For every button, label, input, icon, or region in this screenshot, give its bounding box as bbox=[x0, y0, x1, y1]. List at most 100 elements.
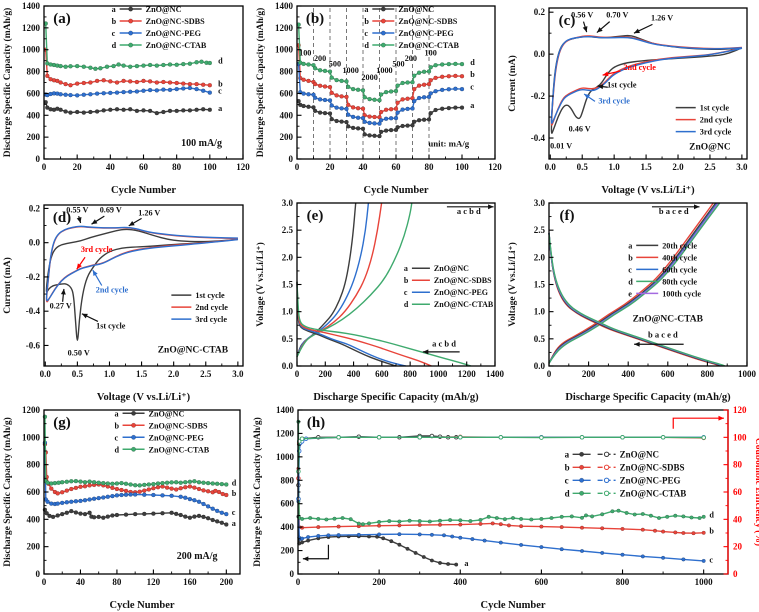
data-point bbox=[154, 110, 160, 116]
data-point bbox=[127, 79, 133, 84]
data-point bbox=[192, 514, 197, 519]
data-point bbox=[317, 110, 323, 115]
data-point bbox=[360, 88, 366, 93]
x-tick-label: 800 bbox=[403, 369, 417, 379]
data-point bbox=[187, 61, 193, 66]
data-point bbox=[350, 86, 356, 92]
data-point-open bbox=[660, 435, 666, 440]
data-point bbox=[105, 481, 111, 486]
data-point bbox=[345, 124, 351, 129]
annotation-text: 3rd cycle bbox=[81, 245, 113, 254]
y-tick-label: 0.0 bbox=[282, 361, 294, 371]
data-point bbox=[142, 511, 147, 517]
data-point bbox=[82, 479, 88, 485]
data-point bbox=[383, 89, 389, 95]
annotation-arrowhead bbox=[597, 84, 604, 90]
data-point bbox=[210, 517, 215, 523]
data-point bbox=[63, 109, 68, 114]
data-point bbox=[82, 484, 88, 489]
data-point bbox=[468, 519, 473, 524]
legend-label: 20th cycle bbox=[662, 241, 697, 250]
data-point bbox=[174, 80, 179, 86]
data-point bbox=[194, 81, 199, 87]
annotation-arrowhead bbox=[634, 341, 640, 347]
data-point bbox=[405, 80, 410, 85]
x-tick-label: 400 bbox=[621, 369, 635, 379]
legend-label: 40th cycle bbox=[662, 253, 697, 262]
legend-label: 60th cycle bbox=[662, 265, 697, 274]
data-point bbox=[448, 518, 453, 523]
x-tick-label: 800 bbox=[616, 577, 630, 587]
x-tick-label: 2.5 bbox=[704, 162, 716, 172]
data-point bbox=[181, 86, 186, 91]
legend-label: ZnO@NC bbox=[146, 5, 182, 14]
data-point bbox=[421, 69, 427, 75]
data-point bbox=[214, 519, 220, 524]
annotation-text: a c b d bbox=[457, 206, 481, 216]
y-tick-label: 0.2 bbox=[29, 203, 41, 213]
data-point bbox=[549, 515, 554, 521]
data-point bbox=[146, 482, 152, 487]
data-point bbox=[121, 107, 126, 113]
data-point bbox=[539, 516, 544, 521]
panel-e: 0 200 400 600 800 1000 1200 1400 0.0 0.5 1.0 1.5 2.0… bbox=[255, 198, 505, 403]
legend-letter: d bbox=[628, 277, 633, 286]
annotation-arrowhead bbox=[596, 27, 603, 33]
plot-border bbox=[548, 7, 748, 160]
annotation-text: b bbox=[709, 527, 714, 536]
y-tick-label: 1000 bbox=[276, 452, 295, 462]
x-tick-label: 0.0 bbox=[545, 162, 557, 172]
data-point bbox=[410, 106, 415, 111]
y-tick-label: 1000 bbox=[22, 432, 41, 442]
data-point bbox=[58, 80, 63, 85]
data-point bbox=[366, 521, 372, 526]
data-point bbox=[306, 92, 311, 97]
data-point bbox=[306, 535, 311, 540]
data-point bbox=[377, 133, 382, 139]
legend-label: ZnO@NC-SDBS bbox=[398, 17, 457, 26]
data-point bbox=[91, 479, 97, 485]
annotation-text: 2nd cycle bbox=[623, 63, 656, 72]
x-tick-label: 2.0 bbox=[168, 369, 180, 379]
annotation-text: a bbox=[470, 101, 474, 110]
y-tick-label: 1200 bbox=[22, 23, 41, 33]
data-point bbox=[327, 84, 333, 90]
data-point bbox=[142, 482, 147, 488]
data-point bbox=[210, 506, 215, 511]
data-point bbox=[110, 493, 115, 499]
data-point bbox=[224, 522, 229, 527]
legend-label: ZnO@NC-PEG bbox=[149, 433, 205, 442]
panel-a: 0 20 40 60 80 100 1200200400600800100012001400… bbox=[2, 1, 250, 196]
right-y-tick-label: 60 bbox=[733, 487, 743, 497]
data-point bbox=[116, 62, 121, 67]
data-point-open bbox=[620, 435, 625, 440]
data-point bbox=[388, 116, 394, 121]
data-point bbox=[400, 123, 405, 129]
data-point bbox=[355, 115, 361, 120]
data-point bbox=[88, 80, 93, 85]
y-tick-label: 400 bbox=[281, 522, 295, 532]
legend-letter: a bbox=[112, 5, 116, 14]
data-point-open bbox=[498, 435, 504, 440]
y-tick-label: 400 bbox=[280, 110, 294, 120]
data-point bbox=[397, 542, 402, 547]
data-point bbox=[701, 558, 706, 563]
legend-label: ZnO@NC-PEG bbox=[620, 475, 681, 485]
data-point bbox=[87, 510, 92, 516]
annotation-text: 1.26 V bbox=[651, 14, 673, 23]
data-point bbox=[127, 89, 133, 95]
data-point bbox=[119, 487, 124, 493]
data-point bbox=[439, 87, 445, 93]
legend-label: ZnO@NC-CTAB bbox=[149, 445, 210, 454]
data-point bbox=[429, 558, 434, 563]
data-point bbox=[55, 491, 60, 496]
data-point bbox=[173, 487, 179, 492]
data-point bbox=[183, 479, 188, 485]
data-point bbox=[101, 495, 106, 500]
data-point bbox=[93, 66, 98, 72]
x-tick-label: 1000 bbox=[429, 369, 448, 379]
data-point bbox=[426, 94, 432, 100]
legend-label: ZnO@NC-SDBS bbox=[620, 462, 685, 472]
panel-letter: (f) bbox=[560, 208, 575, 224]
data-point bbox=[194, 86, 199, 92]
